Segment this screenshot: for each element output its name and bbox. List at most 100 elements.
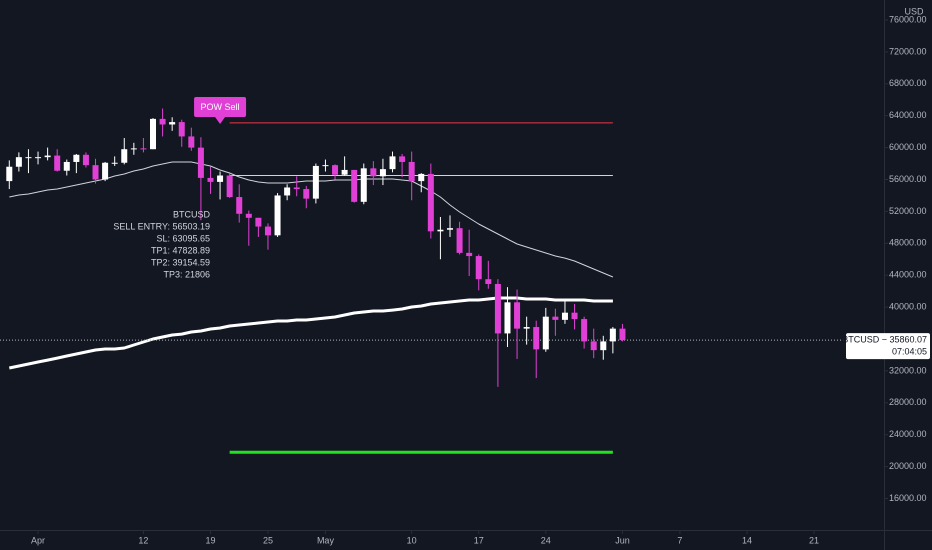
candle-body bbox=[399, 156, 406, 162]
candle-body bbox=[360, 168, 367, 202]
y-tick-label: 60000.00 bbox=[889, 142, 927, 152]
signal-box bbox=[194, 97, 247, 117]
candle-body bbox=[514, 302, 521, 329]
y-tick-label: 68000.00 bbox=[889, 78, 927, 88]
signal-label: POW Sell bbox=[201, 102, 240, 112]
currency-label: USD bbox=[904, 6, 924, 16]
candle-body bbox=[82, 154, 89, 166]
candle-body bbox=[102, 162, 109, 180]
candle-body bbox=[466, 252, 473, 257]
plot-area: POW Sell BTCUSD SELL ENTRY: 56503.19 SL: 63… bbox=[0, 97, 884, 454]
signal-pointer bbox=[215, 117, 226, 124]
candle-body bbox=[485, 279, 492, 284]
y-tick-label: 76000.00 bbox=[889, 14, 927, 24]
candle-body bbox=[150, 118, 157, 150]
candle-body bbox=[389, 156, 396, 170]
candle-body bbox=[590, 341, 597, 351]
candle-body bbox=[475, 256, 482, 280]
candle-body bbox=[581, 319, 588, 342]
candle-body bbox=[169, 122, 176, 125]
signal-text: SELL ENTRY: 56503.19 bbox=[113, 221, 210, 231]
candle-body bbox=[197, 147, 204, 178]
candle-body bbox=[226, 175, 233, 198]
y-tick-label: 72000.00 bbox=[889, 46, 927, 56]
candle-body bbox=[456, 228, 463, 253]
y-tick-label: 64000.00 bbox=[889, 110, 927, 120]
candle-body bbox=[111, 162, 118, 164]
y-tick-label: 20000.00 bbox=[889, 461, 927, 471]
y-tick-label: 28000.00 bbox=[889, 397, 927, 407]
candle-body bbox=[600, 341, 607, 351]
candle-body bbox=[293, 187, 300, 190]
candle-body bbox=[159, 118, 166, 125]
moving-average-line bbox=[9, 161, 614, 278]
x-tick-label: Apr bbox=[31, 535, 45, 545]
candle-body bbox=[178, 122, 185, 137]
signal-text: TP3: 21806 bbox=[163, 269, 210, 279]
candle-body bbox=[92, 165, 99, 180]
signal-text: SL: 63095.65 bbox=[156, 233, 210, 243]
x-tick-label: 19 bbox=[205, 535, 215, 545]
candle-body bbox=[236, 197, 243, 214]
y-tick-label: 44000.00 bbox=[889, 270, 927, 280]
candle-body bbox=[188, 136, 195, 148]
candle-body bbox=[341, 169, 348, 175]
x-tick-label: 12 bbox=[138, 535, 148, 545]
candle-body bbox=[418, 173, 425, 182]
x-tick-label: 21 bbox=[809, 535, 819, 545]
candle-body bbox=[312, 165, 319, 199]
candle-body bbox=[533, 327, 540, 350]
candle-body bbox=[130, 148, 137, 150]
candle-body bbox=[245, 213, 252, 218]
x-tick-label: 24 bbox=[541, 535, 551, 545]
candle-body bbox=[571, 312, 578, 320]
signal-text: BTCUSD bbox=[173, 209, 211, 219]
x-tick-label: 25 bbox=[263, 535, 273, 545]
y-tick-label: 16000.00 bbox=[889, 493, 927, 503]
signal-marker: POW Sell bbox=[194, 97, 247, 124]
y-tick-label: 32000.00 bbox=[889, 365, 927, 375]
candle-body bbox=[542, 316, 549, 350]
y-tick-label: 24000.00 bbox=[889, 429, 927, 439]
candle-body bbox=[609, 328, 616, 342]
candle-body bbox=[25, 157, 32, 159]
x-tick-label: 17 bbox=[474, 535, 484, 545]
candle-body bbox=[437, 229, 444, 232]
candle-body bbox=[351, 169, 358, 202]
candle-body bbox=[552, 316, 559, 320]
x-tick-label: Jun bbox=[615, 535, 630, 545]
candle-body bbox=[303, 189, 310, 199]
signal-text: TP2: 39154.59 bbox=[151, 257, 210, 267]
price-label: BTCUSD − 35860.07 bbox=[842, 334, 927, 344]
candle-body bbox=[207, 177, 214, 182]
candle-body bbox=[264, 226, 271, 236]
candle-body bbox=[140, 148, 147, 150]
candle-body bbox=[217, 175, 224, 182]
countdown-label: 07:04:05 bbox=[892, 346, 927, 356]
candle-body bbox=[427, 173, 434, 232]
x-tick-label: May bbox=[317, 535, 335, 545]
y-tick-label: 52000.00 bbox=[889, 206, 927, 216]
signal-text: TP1: 47828.89 bbox=[151, 245, 210, 255]
price-label-box bbox=[846, 333, 930, 360]
candle-body bbox=[619, 328, 626, 341]
candle-body bbox=[494, 283, 501, 334]
y-tick-label: 40000.00 bbox=[889, 301, 927, 311]
candle-body bbox=[274, 195, 281, 236]
x-tick-label: 7 bbox=[677, 535, 682, 545]
candle-body bbox=[73, 154, 80, 162]
candle-body bbox=[44, 155, 51, 158]
candle-body bbox=[561, 312, 568, 320]
candle-body bbox=[379, 169, 386, 177]
candle-body bbox=[370, 168, 377, 177]
candle-body bbox=[6, 166, 13, 182]
candle-body bbox=[284, 187, 291, 196]
candle-body bbox=[523, 327, 530, 329]
candle-body bbox=[54, 155, 61, 171]
candle-body bbox=[332, 165, 339, 175]
candle-body bbox=[322, 165, 329, 167]
candle-body bbox=[15, 157, 22, 167]
